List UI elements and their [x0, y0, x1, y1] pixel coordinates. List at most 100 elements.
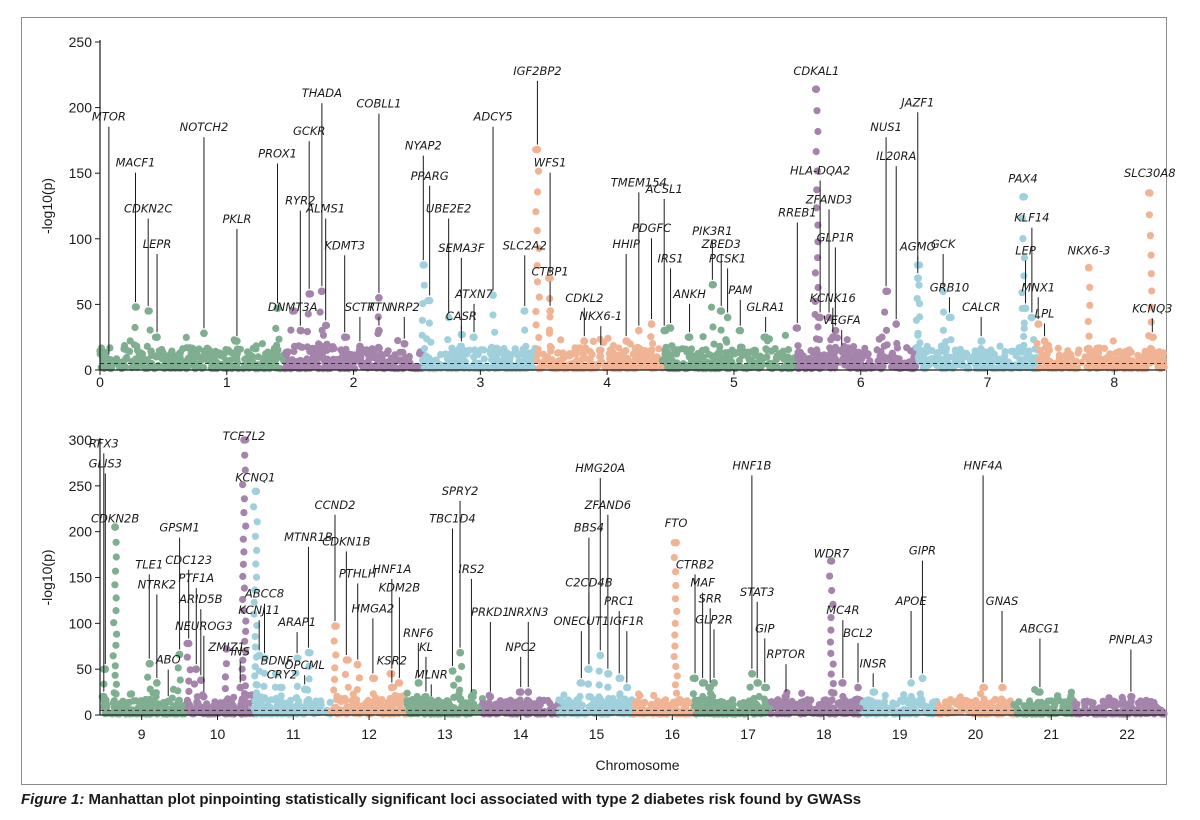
bottom-peak-point-bdnf	[272, 670, 281, 678]
bottom-peak-stack-point	[585, 703, 593, 711]
bottom-background-point	[509, 710, 517, 718]
bottom-peak-stack-point	[198, 704, 206, 712]
top-peak-stack-point	[425, 354, 433, 362]
bottom-gene-label-zmiz1: ZMIZ1	[207, 640, 244, 654]
top-background-point	[1093, 344, 1101, 352]
top-peak-stack-point	[374, 343, 383, 351]
top-background-point	[795, 363, 803, 371]
bottom-gene-label-ccnd2: CCND2	[315, 498, 356, 512]
bottom-x-tick-label: 12	[361, 726, 377, 742]
bottom-peak-point-tcf7l2	[240, 436, 248, 444]
top-gene-label-kcnk16: KCNK16	[810, 291, 856, 305]
bottom-background-point	[807, 696, 815, 704]
top-peak-stack-point	[685, 353, 693, 361]
bottom-background-point	[205, 710, 214, 718]
top-background-point	[182, 333, 190, 341]
bottom-peak-point-mc4r	[839, 679, 847, 687]
top-gene-label-lpl: LPL	[1035, 307, 1055, 321]
bottom-background-point	[801, 710, 809, 718]
bottom-peak-stack-point	[614, 702, 623, 710]
bottom-peak-stack-point	[907, 692, 915, 701]
top-background-point	[877, 348, 885, 356]
bottom-peak-stack-point	[1038, 702, 1046, 710]
top-peak-stack-point	[1036, 355, 1044, 363]
top-background-point	[168, 347, 176, 355]
bottom-peak-point-pthlh	[353, 660, 362, 669]
bottom-peak-point-hmg20a	[596, 651, 605, 660]
top-peak-point-lep	[1021, 304, 1030, 313]
top-background-point	[686, 363, 694, 372]
bottom-peak-stack-point	[292, 669, 300, 677]
top-x-tick-label: 4	[603, 374, 611, 390]
top-peak-stack-point	[1018, 289, 1026, 297]
top-peak-stack-point	[716, 342, 724, 350]
bottom-peak-point-cdc123	[184, 639, 193, 648]
top-peak-stack-point	[649, 339, 657, 348]
top-peak-stack-point	[1020, 341, 1028, 349]
top-peak-stack-point	[521, 356, 529, 364]
bottom-peak-stack-point	[240, 548, 248, 556]
bottom-gene-label-igf1r: IGF1R	[610, 614, 644, 628]
bottom-peak-stack-point	[185, 677, 193, 685]
top-peak-stack-point	[535, 293, 543, 301]
bottom-x-tick-label: 21	[1044, 726, 1060, 742]
top-background-point	[1115, 348, 1123, 356]
top-peak-stack-point	[1084, 317, 1092, 326]
bottom-x-tick-label: 15	[589, 726, 605, 742]
bottom-peak-point-glis3	[101, 665, 110, 673]
top-background-point	[557, 336, 565, 344]
bottom-background-point	[725, 699, 733, 707]
top-background-point	[861, 350, 869, 358]
bottom-gene-label-ptf1a: PTF1A	[178, 571, 214, 585]
bottom-peak-stack-point	[183, 653, 191, 661]
top-peak-point-kcnq3	[1148, 333, 1157, 342]
top-background-point	[174, 361, 182, 369]
top-background-point	[380, 365, 388, 373]
bottom-peak-stack-point	[253, 546, 261, 555]
bottom-peak-stack-point	[251, 632, 259, 641]
top-background-point	[731, 362, 740, 370]
bottom-peak-stack-point	[240, 690, 249, 698]
bottom-peak-stack-point	[457, 704, 465, 712]
bottom-peak-point-onecut1	[577, 679, 586, 687]
top-background-point	[394, 337, 402, 345]
bottom-background-point	[284, 701, 292, 709]
bottom-peak-stack-point	[251, 532, 259, 540]
top-peak-point-irs1	[666, 324, 675, 332]
top-background-point	[1067, 350, 1075, 358]
top-peak-stack-point	[812, 148, 820, 156]
bottom-peak-stack-point	[576, 692, 584, 701]
bottom-background-point	[850, 710, 858, 718]
bottom-background-point	[793, 704, 801, 712]
bottom-peak-stack-point	[331, 664, 339, 672]
bottom-background-point	[785, 710, 793, 718]
top-peak-stack-point	[812, 204, 821, 212]
top-gene-label-pklr: PKLR	[222, 212, 251, 226]
top-y-tick-label: 150	[69, 165, 93, 181]
top-background-point	[144, 364, 152, 373]
top-background-point	[1054, 344, 1062, 352]
top-background-point	[957, 361, 965, 369]
bottom-background-point	[976, 690, 985, 698]
bottom-gene-label-abo: ABO	[155, 653, 181, 667]
top-background-point	[827, 364, 835, 372]
top-peak-point-adcy5	[489, 291, 497, 300]
top-peak-point-ryr2	[296, 326, 305, 335]
top-peak-stack-point	[298, 343, 306, 351]
top-background-point	[341, 361, 349, 369]
bottom-peak-stack-point	[242, 522, 250, 530]
bottom-peak-stack-point	[595, 681, 603, 689]
top-background-point	[1052, 364, 1060, 372]
top-background-point	[1125, 364, 1133, 372]
bottom-peak-stack-point	[671, 681, 680, 689]
bottom-peak-stack-point	[672, 568, 680, 576]
bottom-gene-label-hnf1a: HNF1A	[372, 562, 411, 576]
bottom-peak-stack-point	[239, 674, 247, 682]
top-background-point	[261, 353, 269, 361]
top-gene-label-jazf1: JAZF1	[899, 95, 934, 109]
bottom-background-point	[991, 695, 999, 703]
bottom-peak-stack-point	[240, 495, 248, 503]
bottom-gene-label-bbs4: BBS4	[574, 521, 604, 535]
top-background-point	[747, 356, 755, 364]
top-peak-stack-point	[143, 342, 151, 350]
